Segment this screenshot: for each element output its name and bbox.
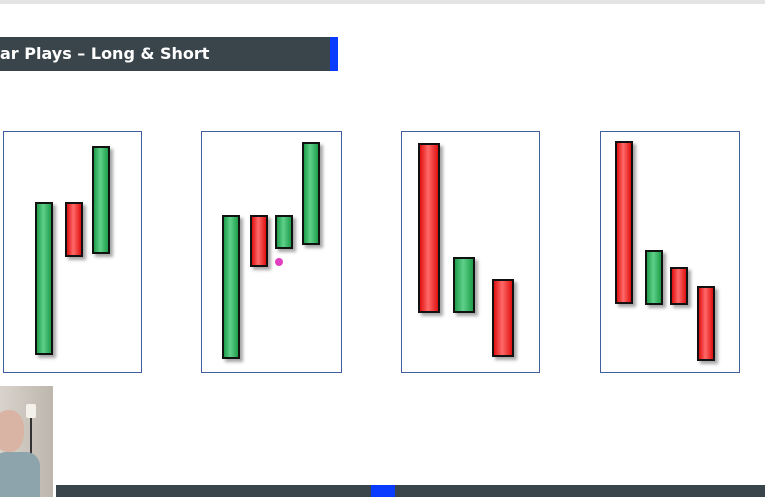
bearish-candle: [492, 279, 514, 357]
slide-title: ar Plays – Long & Short: [0, 44, 210, 63]
bullish-candle: [645, 250, 663, 305]
slide-title-bar: ar Plays – Long & Short: [0, 37, 338, 71]
bearish-candle: [615, 141, 633, 304]
presenter-body: [0, 452, 40, 497]
bearish-candle: [418, 143, 440, 313]
presenter-webcam: [0, 386, 53, 497]
bullish-candle: [92, 146, 110, 254]
mouse-cursor-highlight: [275, 258, 283, 266]
bearish-candle: [250, 215, 268, 267]
title-accent: [330, 37, 338, 71]
bearish-candle: [697, 286, 715, 361]
video-progress-bar[interactable]: [56, 485, 765, 497]
lamp-shade: [26, 404, 36, 418]
presenter-head: [0, 410, 24, 452]
bullish-candle: [453, 257, 475, 313]
bullish-candle: [35, 202, 53, 355]
top-strip: [0, 0, 765, 4]
bullish-candle: [302, 142, 320, 245]
bullish-candle: [275, 215, 293, 249]
lamp-pole: [30, 418, 32, 458]
bullish-candle: [222, 215, 240, 359]
bearish-candle: [670, 267, 688, 305]
progress-thumb[interactable]: [371, 485, 395, 497]
bearish-candle: [65, 202, 83, 257]
